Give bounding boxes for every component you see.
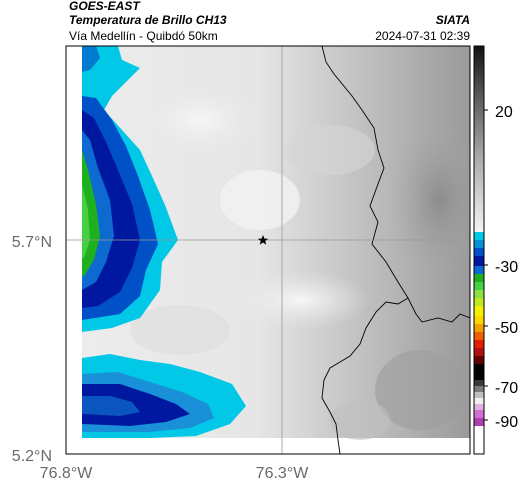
colorbar-tick-label: -90 — [495, 414, 518, 431]
longitude-tick-label: 76.3°W — [256, 465, 310, 482]
latitude-tick-label: 5.2°N — [12, 448, 52, 465]
colorbar-tick-label: -30 — [495, 259, 518, 276]
route-subtitle: Vía Medellín - Quibdó 50km — [69, 29, 218, 43]
map-border — [65, 45, 471, 455]
brightness-temperature-field — [82, 46, 470, 454]
colorbar-tick-label: 20 — [495, 104, 513, 121]
coastline-boundary — [321, 46, 470, 323]
latitude-tick-label: 5.7°N — [12, 234, 52, 251]
longitude-tick-label: 76.8°W — [40, 465, 94, 482]
star-icon — [257, 235, 269, 245]
colorbar-tick-label: -50 — [495, 320, 518, 337]
satellite-title: GOES-EAST — [69, 0, 140, 13]
organization-label: SIATA — [435, 13, 470, 27]
product-title: Temperatura de Brillo CH13 — [69, 13, 227, 27]
timestamp-label: 2024-07-31 02:39 — [375, 29, 470, 43]
temperature-colorbar — [473, 45, 488, 455]
colorbar-tick-label: -70 — [495, 380, 518, 397]
